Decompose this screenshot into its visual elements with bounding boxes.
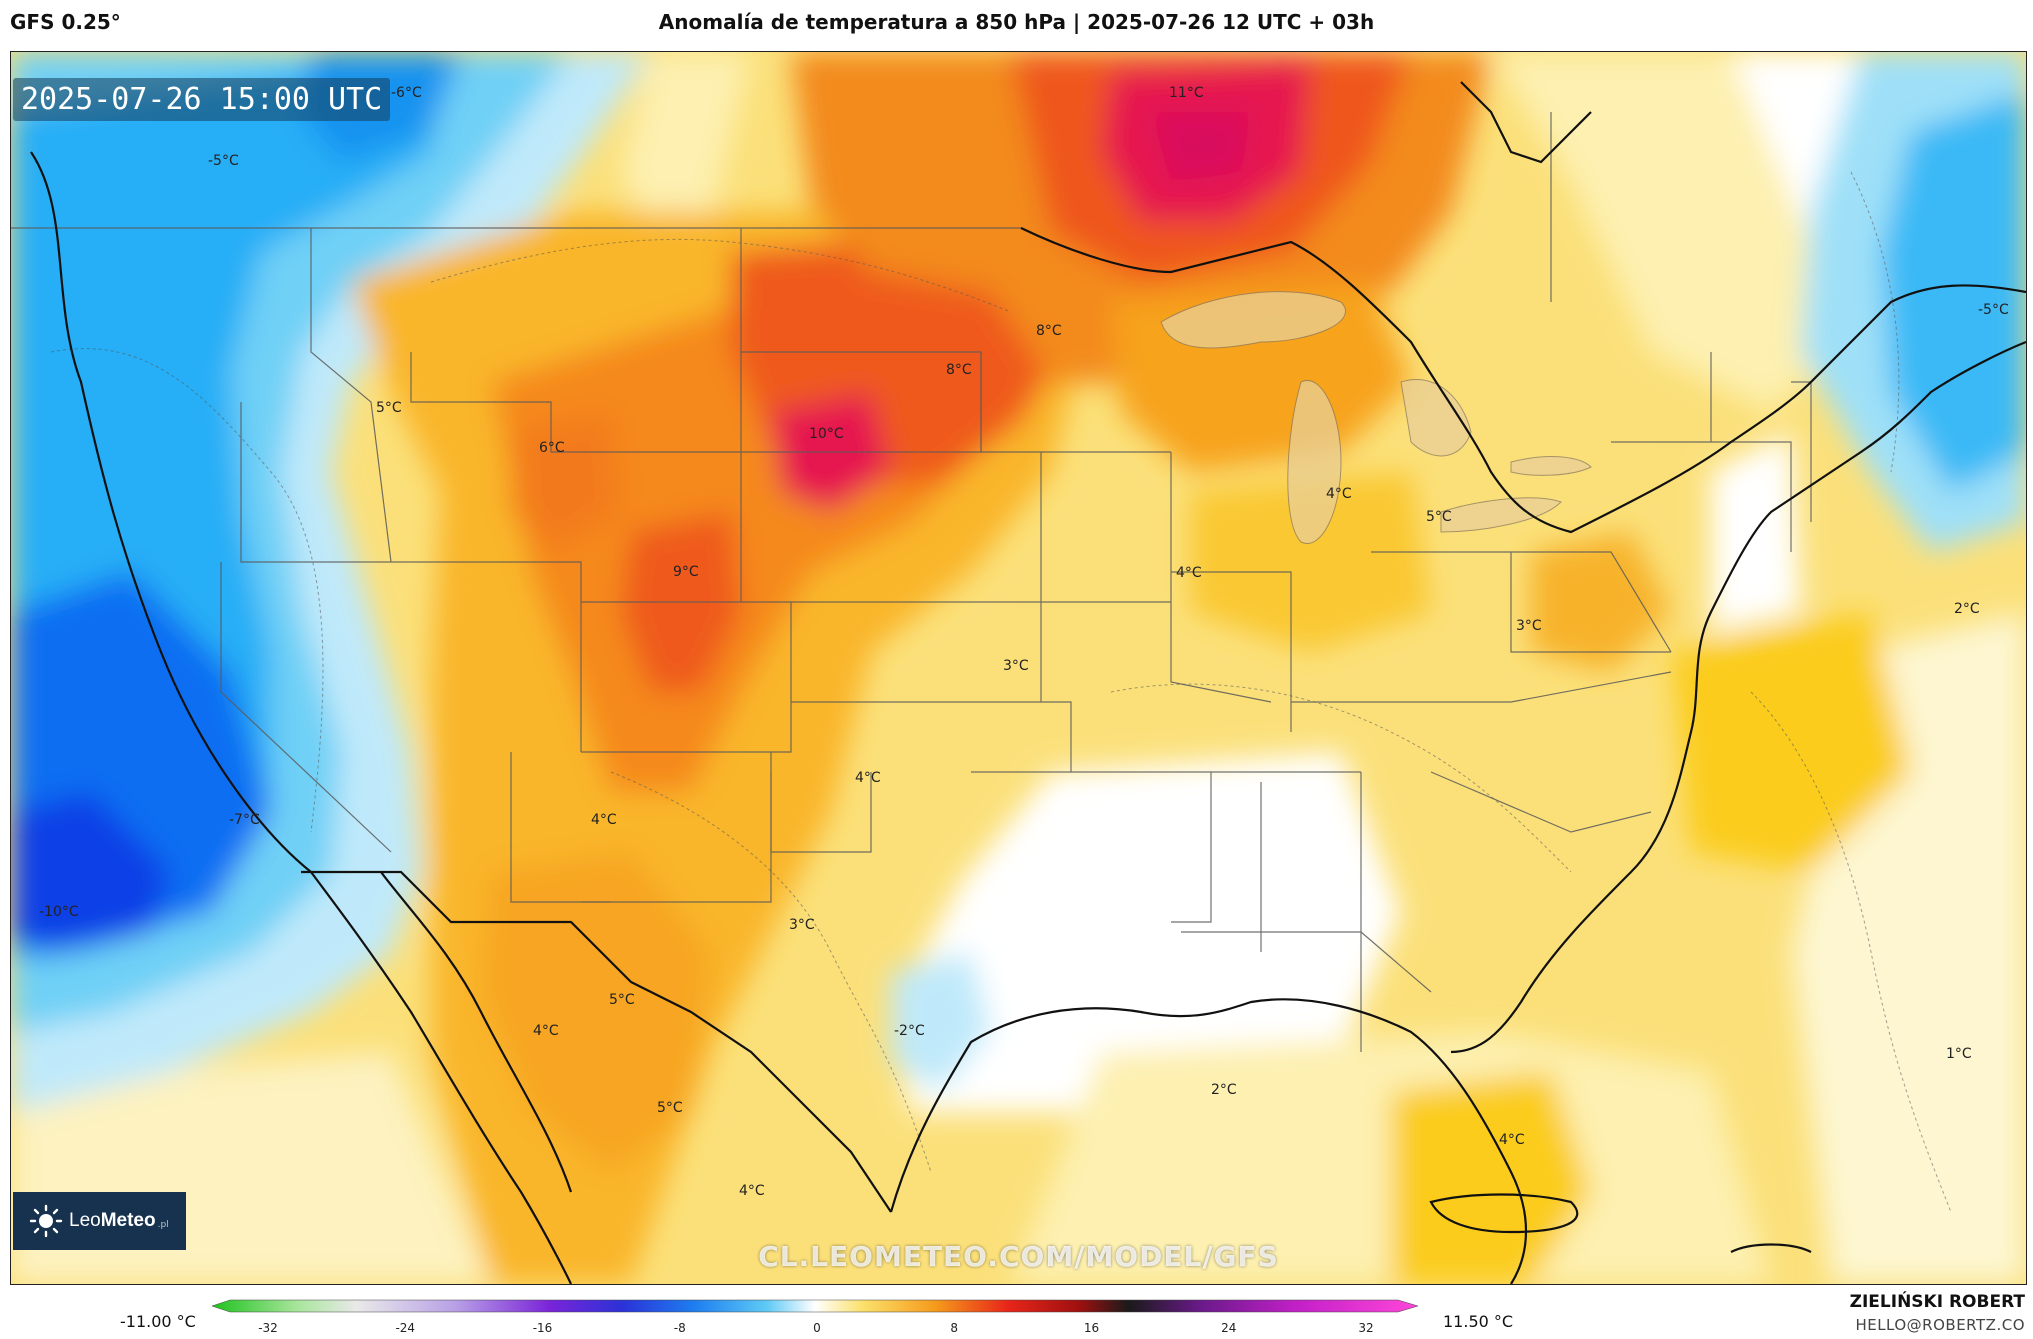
leometeo-logo[interactable]: LeoMeteo .pl bbox=[13, 1192, 186, 1250]
author-credit: ZIELIŃSKI ROBERT bbox=[1849, 1292, 2025, 1312]
temp-label: 4°C bbox=[1326, 486, 1352, 502]
colorbar-tick-label: -8 bbox=[674, 1321, 686, 1335]
colorbar-max-label: 11.50 °C bbox=[1443, 1312, 1514, 1331]
logo-wordmark: LeoMeteo bbox=[69, 1210, 156, 1231]
temp-label: 4°C bbox=[1176, 565, 1202, 581]
logo-suffix: .pl bbox=[157, 1220, 169, 1230]
author-email[interactable]: HELLO@ROBERTZ.CO bbox=[1855, 1316, 2025, 1334]
temp-label: -6°C bbox=[391, 85, 422, 101]
temp-label: 9°C bbox=[673, 564, 699, 580]
colorbar: -32 -24 -16 -8 0 8 16 24 32 bbox=[211, 1299, 1419, 1335]
valid-time-badge: 2025-07-26 15:00 UTC bbox=[13, 78, 391, 121]
temp-label: -10°C bbox=[39, 904, 79, 920]
temp-label: -5°C bbox=[208, 153, 239, 169]
model-name: GFS 0.25° bbox=[10, 10, 121, 34]
anomaly-field bbox=[11, 52, 2026, 1284]
colorbar-gradient bbox=[211, 1299, 1419, 1313]
colorbar-tick-label: 24 bbox=[1221, 1321, 1236, 1335]
colorbar-tick-label: 32 bbox=[1358, 1321, 1373, 1335]
temp-label: 5°C bbox=[657, 1100, 683, 1116]
map-canvas: -6°C -5°C 11°C -5°C 8°C 8°C 5°C 6°C 10°C… bbox=[11, 52, 2026, 1284]
temp-label: 6°C bbox=[539, 440, 565, 456]
temp-label: 3°C bbox=[789, 917, 815, 933]
temp-label: -7°C bbox=[229, 812, 260, 828]
temp-label: 3°C bbox=[1003, 658, 1029, 674]
temperature-labels: -6°C -5°C 11°C -5°C 8°C 8°C 5°C 6°C 10°C… bbox=[39, 85, 2009, 1199]
temp-label: 4°C bbox=[855, 770, 881, 786]
temp-label: 11°C bbox=[1169, 85, 1204, 101]
colorbar-tick-label: 8 bbox=[950, 1321, 958, 1335]
colorbar-tick-label: 0 bbox=[813, 1321, 821, 1335]
state-borders bbox=[11, 112, 1812, 1052]
isolines bbox=[50, 171, 1952, 1213]
colorbar-tick-label: -16 bbox=[533, 1321, 553, 1335]
colorbar-tick-label: 16 bbox=[1084, 1321, 1099, 1335]
temp-label: 5°C bbox=[376, 400, 402, 416]
temp-label: -2°C bbox=[894, 1023, 925, 1039]
temp-label: 5°C bbox=[609, 992, 635, 1008]
temp-label: -5°C bbox=[1978, 302, 2009, 318]
temp-label: 1°C bbox=[1946, 1046, 1972, 1062]
temp-label: 10°C bbox=[809, 426, 844, 442]
map-title: Anomalía de temperatura a 850 hPa | 2025… bbox=[658, 10, 1375, 34]
colorbar-tick-label: -32 bbox=[258, 1321, 278, 1335]
colorbar-tick-label: -24 bbox=[395, 1321, 415, 1335]
temp-label: 8°C bbox=[946, 362, 972, 378]
temp-label: 5°C bbox=[1426, 509, 1452, 525]
temp-label: 4°C bbox=[1499, 1132, 1525, 1148]
colorbar-min-label: -11.00 °C bbox=[120, 1312, 196, 1331]
temp-label: 2°C bbox=[1211, 1082, 1237, 1098]
coastlines bbox=[30, 81, 2026, 1284]
temp-label: 8°C bbox=[1036, 323, 1062, 339]
source-watermark: CL.LEOMETEO.COM/MODEL/GFS bbox=[758, 1240, 1279, 1273]
sun-icon bbox=[29, 1204, 63, 1238]
temp-label: 4°C bbox=[533, 1023, 559, 1039]
great-lakes bbox=[1160, 291, 1592, 545]
temp-label: 4°C bbox=[739, 1183, 765, 1199]
temp-label: 4°C bbox=[591, 812, 617, 828]
temp-label: 2°C bbox=[1954, 601, 1980, 617]
temp-label: 3°C bbox=[1516, 618, 1542, 634]
anomaly-map[interactable]: -6°C -5°C 11°C -5°C 8°C 8°C 5°C 6°C 10°C… bbox=[10, 51, 2027, 1285]
